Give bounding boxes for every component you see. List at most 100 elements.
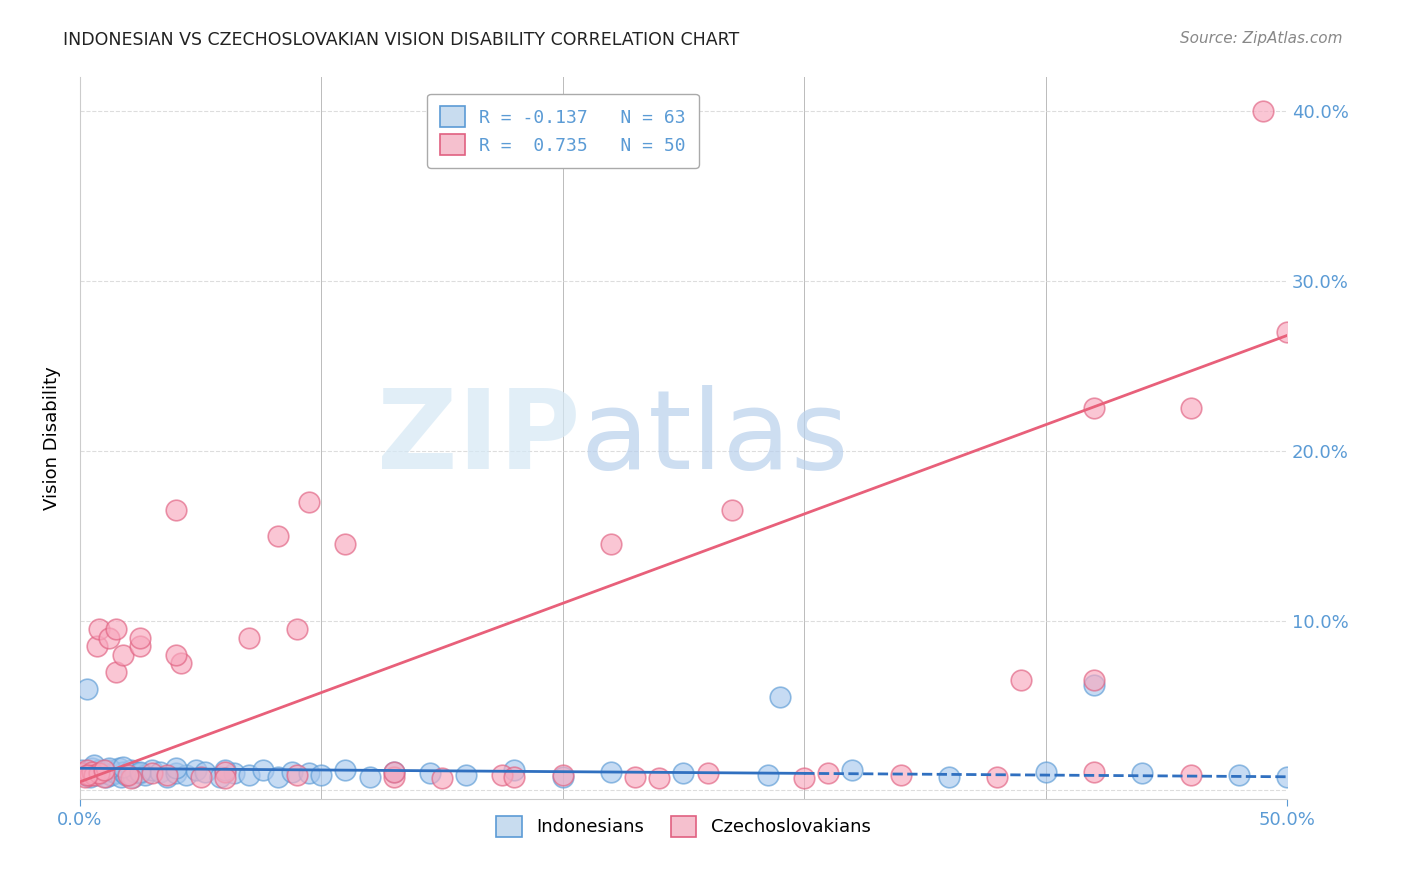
Point: [600, 537, 623, 551]
Point: [419, 766, 441, 780]
Point: [141, 763, 163, 777]
Point: [89, 766, 111, 780]
Point: [122, 770, 145, 784]
Point: [551, 768, 574, 782]
Point: [80, 761, 103, 775]
Point: [285, 622, 308, 636]
Point: [90, 764, 112, 779]
Point: [456, 768, 478, 782]
Point: [938, 770, 960, 784]
Text: ZIP: ZIP: [377, 384, 581, 491]
Point: [86, 639, 108, 653]
Point: [382, 770, 405, 784]
Point: [298, 495, 321, 509]
Point: [208, 770, 231, 784]
Point: [1130, 766, 1153, 780]
Point: [359, 770, 381, 784]
Point: [756, 768, 779, 782]
Point: [83, 768, 105, 782]
Point: [551, 770, 574, 784]
Point: [696, 766, 718, 780]
Point: [105, 665, 128, 679]
Point: [80, 764, 103, 779]
Point: [79, 768, 101, 782]
Point: [112, 648, 135, 662]
Point: [214, 772, 236, 786]
Point: [110, 770, 132, 784]
Point: [793, 772, 815, 786]
Point: [285, 768, 308, 782]
Point: [382, 764, 405, 779]
Point: [148, 764, 170, 779]
Point: [83, 757, 105, 772]
Point: [720, 503, 742, 517]
Point: [672, 766, 695, 780]
Point: [491, 768, 513, 782]
Point: [93, 766, 115, 780]
Point: [224, 766, 246, 780]
Point: [841, 763, 863, 777]
Point: [281, 764, 304, 779]
Point: [335, 763, 357, 777]
Point: [1227, 768, 1250, 782]
Point: [1083, 678, 1105, 692]
Point: [267, 770, 290, 784]
Point: [96, 770, 118, 784]
Point: [97, 631, 120, 645]
Text: INDONESIAN VS CZECHOSLOVAKIAN VISION DISABILITY CORRELATION CHART: INDONESIAN VS CZECHOSLOVAKIAN VISION DIS…: [63, 31, 740, 49]
Point: [79, 770, 101, 784]
Legend: Indonesians, Czechoslovakians: Indonesians, Czechoslovakians: [489, 809, 877, 844]
Point: [100, 768, 122, 782]
Point: [1275, 770, 1298, 784]
Point: [97, 761, 120, 775]
Point: [184, 763, 207, 777]
Point: [86, 768, 108, 782]
Point: [174, 768, 197, 782]
Point: [165, 766, 187, 780]
Point: [1083, 764, 1105, 779]
Point: [73, 768, 96, 782]
Text: atlas: atlas: [581, 384, 849, 491]
Point: [129, 631, 152, 645]
Point: [170, 656, 193, 670]
Point: [129, 639, 152, 653]
Point: [165, 761, 187, 775]
Point: [769, 690, 792, 704]
Point: [117, 768, 139, 782]
Point: [238, 631, 260, 645]
Point: [120, 772, 142, 786]
Point: [120, 763, 142, 777]
Point: [156, 768, 179, 782]
Point: [311, 768, 333, 782]
Point: [648, 772, 671, 786]
Point: [600, 764, 623, 779]
Point: [114, 768, 136, 782]
Point: [267, 529, 290, 543]
Point: [83, 766, 105, 780]
Point: [112, 764, 135, 779]
Point: [165, 648, 187, 662]
Point: [1180, 401, 1202, 416]
Point: [1275, 325, 1298, 339]
Point: [214, 764, 236, 779]
Point: [76, 768, 98, 782]
Point: [1251, 104, 1274, 119]
Point: [76, 681, 98, 696]
Point: [1083, 673, 1105, 687]
Point: [1011, 673, 1033, 687]
Point: [97, 763, 120, 777]
Point: [624, 770, 647, 784]
Point: [382, 764, 405, 779]
Point: [76, 763, 98, 777]
Point: [89, 763, 111, 777]
Point: [117, 766, 139, 780]
Point: [93, 763, 115, 777]
Text: Source: ZipAtlas.com: Source: ZipAtlas.com: [1180, 31, 1343, 46]
Point: [129, 766, 152, 780]
Point: [817, 766, 839, 780]
Point: [1180, 768, 1202, 782]
Point: [214, 763, 236, 777]
Point: [335, 537, 357, 551]
Point: [165, 503, 187, 517]
Point: [72, 763, 94, 777]
